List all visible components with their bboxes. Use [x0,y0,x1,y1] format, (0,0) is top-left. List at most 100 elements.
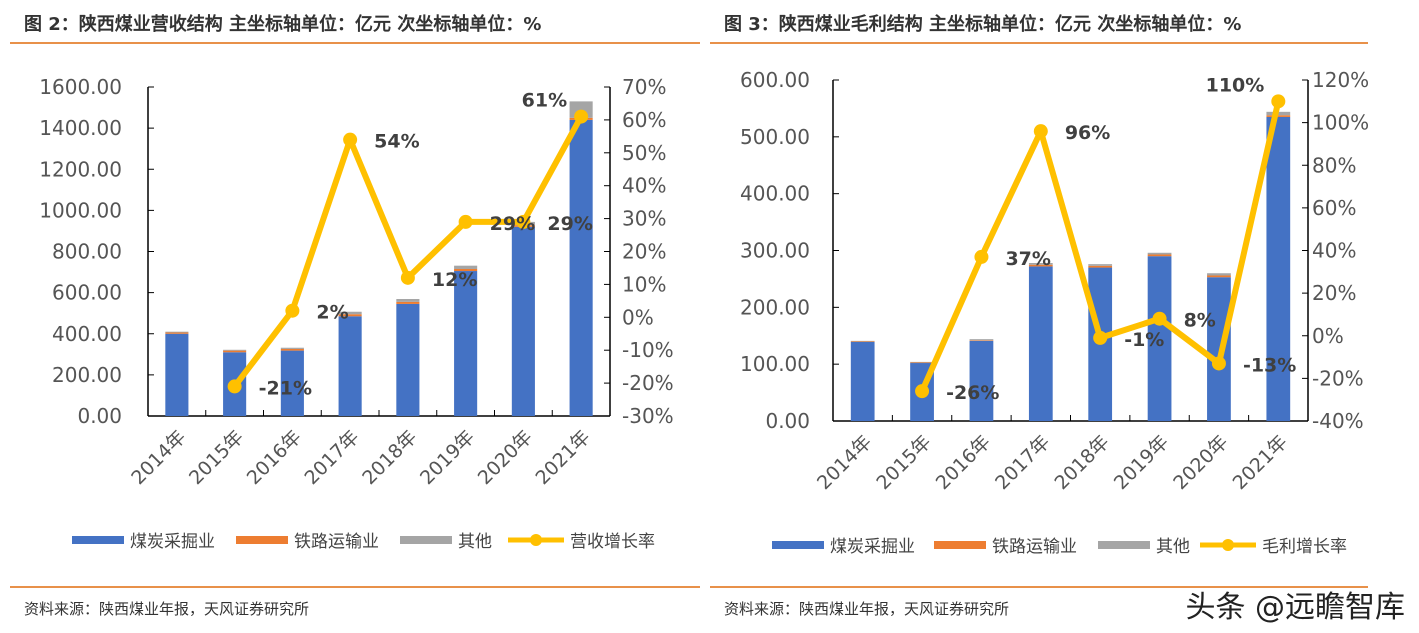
bar-segment [850,342,875,421]
y-tick-label: 800.00 [52,240,122,264]
x-tick-label: 2021年 [1229,431,1292,494]
bar-segment [396,303,420,416]
y2-tick-label: -20% [1312,366,1364,390]
x-tick-label: 2016年 [243,426,306,489]
y2-tick-label: 100% [1312,111,1368,135]
bar-segment [969,340,994,421]
x-tick-label: 2021年 [531,426,594,489]
y2-tick-label: -20% [622,371,674,395]
growth-point [915,384,930,399]
legend-swatch [772,541,824,549]
source-note: 资料来源：陕西煤业年报，天风证券研究所 [724,600,1010,618]
x-tick-label: 2014年 [127,426,190,489]
growth-point [343,132,358,147]
growth-point [1152,311,1167,326]
bar-segment [850,340,875,342]
y2-tick-label: 50% [622,141,666,165]
bar-segment [165,333,189,416]
x-tick-label: 2018年 [1051,431,1114,494]
growth-point [1271,94,1286,109]
bar-segment [910,361,934,363]
y2-tick-label: 60% [1312,196,1356,220]
bar-segment [1266,116,1291,422]
x-tick-label: 2015年 [185,426,248,489]
y-tick-label: 0.00 [765,409,810,433]
data-label: 61% [522,90,567,112]
legend-swatch [72,536,124,544]
divider [710,42,1368,44]
legend-swatch [934,541,986,549]
y-tick-label: 300.00 [740,239,810,263]
growth-point [400,270,415,285]
panel-gross-profit: 图 3：陕西煤业毛利结构 主坐标轴单位：亿元 次坐标轴单位：% 0.00 100.… [710,0,1368,633]
growth-point [1093,330,1108,345]
x-tick-label: 2019年 [1110,431,1173,494]
bar-segment [223,349,247,351]
y-tick-label: 1600.00 [39,75,122,99]
growth-point [974,249,989,264]
chart-title: 图 3：陕西煤业毛利结构 主坐标轴单位：亿元 次坐标轴单位：% [724,14,1242,35]
legend-label: 煤炭采掘业 [130,532,215,552]
y-tick-label: 400.00 [52,322,122,346]
legend-label: 煤炭采掘业 [830,537,915,557]
bar-segment [338,314,362,317]
y-tick-label: 200.00 [52,363,122,387]
data-label: 29% [490,213,535,235]
x-tick-label: 2014年 [813,431,876,494]
bar-segment [1028,263,1053,265]
bar-segment [1147,254,1172,257]
legend-label: 营收增长率 [570,532,655,552]
data-label: -26% [946,382,999,404]
legend-swatch [400,536,452,544]
bar-segment [396,298,420,302]
data-label: 8% [1184,310,1216,332]
bar-segment [165,332,189,334]
divider [710,586,1368,588]
bar-segment [1266,115,1291,117]
bar-segment [969,339,994,341]
x-tick-label: 2019年 [416,426,479,489]
legend-label: 铁路运输业 [992,537,1077,557]
y2-tick-label: 80% [1312,153,1356,177]
legend-swatch [236,536,288,544]
growth-point [458,214,473,229]
legend-label: 铁路运输业 [294,532,379,552]
x-tick-label: 2017年 [991,431,1054,494]
data-label: -1% [1124,329,1164,351]
data-label: -21% [259,377,312,399]
x-tick-label: 2020年 [1169,431,1232,494]
bar-segment [850,341,875,343]
growth-point [227,379,242,394]
divider [10,586,700,588]
legend-label: 其他 [458,532,492,552]
y2-tick-label: 70% [622,75,666,99]
bar-segment [280,347,304,349]
bar-segment [454,268,478,272]
y2-tick-label: 0% [622,305,654,329]
bar-segment [1207,273,1231,276]
bar-segment [569,119,593,417]
bar-segment [910,362,934,364]
data-label: 54% [374,131,419,153]
y2-tick-label: 0% [1312,324,1344,348]
y2-tick-label: 40% [622,174,666,198]
data-label: 96% [1065,122,1110,144]
data-label: 110% [1206,74,1265,96]
data-label: 37% [1005,248,1050,270]
x-tick-label: 2018年 [358,426,421,489]
x-tick-label: 2020年 [474,426,537,489]
legend-label: 其他 [1156,537,1190,557]
y2-tick-label: -30% [622,404,674,428]
growth-point [516,214,531,229]
y-tick-label: 1400.00 [39,116,122,140]
data-label: 29% [547,213,592,235]
panel-revenue: 图 2：陕西煤业营收结构 主坐标轴单位：亿元 次坐标轴单位：% 0.00 200.… [10,0,700,633]
y-tick-label: 600.00 [740,68,810,92]
legend-marker [1222,539,1234,551]
y-tick-label: 200.00 [740,295,810,319]
bar-segment [454,265,478,269]
y2-tick-label: 40% [1312,239,1356,263]
revenue-chart: 0.00 200.00 400.00 600.00 800.00 1000.00 1200.… [39,75,674,552]
y2-tick-label: -10% [622,338,674,362]
y2-tick-label: 20% [622,240,666,264]
